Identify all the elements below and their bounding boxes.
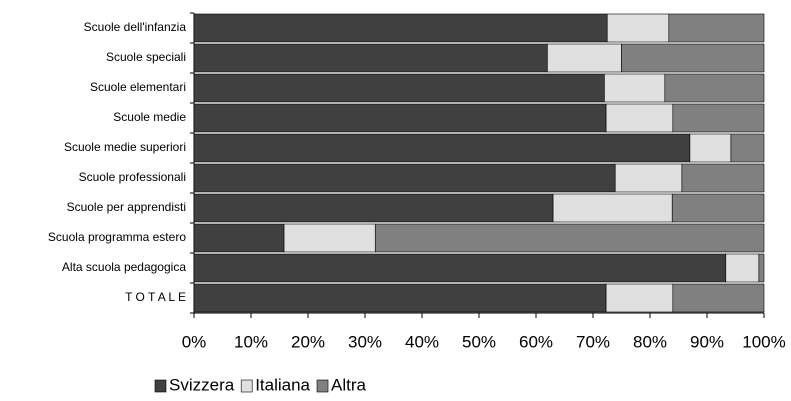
bar-segment	[193, 223, 285, 253]
x-tick-label: 90%	[690, 332, 724, 351]
bar-segment	[193, 73, 605, 103]
legend-swatch	[154, 379, 167, 393]
bar-segment	[374, 223, 765, 253]
x-tick-label: 10%	[234, 332, 268, 351]
y-tick-label: Scuole speciali	[106, 50, 186, 64]
bar-segment	[725, 253, 760, 283]
legend-label: Svizzera	[169, 375, 235, 394]
x-tick-label: 0%	[182, 332, 207, 351]
x-tick-label: 100%	[742, 332, 785, 351]
y-tick-label: Scuola programma estero	[48, 230, 186, 244]
y-tick-label: Scuole per apprendisti	[67, 200, 186, 214]
bar-segment	[614, 163, 683, 193]
bar-segment	[689, 133, 732, 163]
bar-segment	[606, 13, 670, 43]
bar-segment	[605, 103, 674, 133]
x-tick-label: 40%	[405, 332, 439, 351]
bar-segment	[621, 43, 765, 73]
bar-segment	[664, 73, 765, 103]
y-tick-label: Scuole medie	[113, 110, 186, 124]
bar-segment	[758, 253, 765, 283]
bar-segment	[552, 193, 673, 223]
bar-segment	[193, 283, 607, 313]
x-tick-label: 80%	[633, 332, 667, 351]
legend-label: Altra	[331, 375, 367, 394]
bar-segment	[193, 43, 548, 73]
bar-segment	[730, 133, 765, 163]
x-tick-label: 60%	[519, 332, 553, 351]
bar-segment	[193, 103, 607, 133]
bar-segment	[681, 163, 765, 193]
x-tick-label: 50%	[462, 332, 496, 351]
legend-label: Italiana	[255, 375, 310, 394]
bar-segment	[604, 73, 666, 103]
bar-segment	[193, 253, 727, 283]
y-tick-label: Scuole medie superiori	[64, 140, 186, 154]
bar-segment	[605, 283, 674, 313]
bar-segment	[547, 43, 622, 73]
bar-segment	[672, 103, 765, 133]
bar-segment	[193, 13, 608, 43]
y-tick-label: Scuole elementari	[90, 80, 186, 94]
bar-segment	[672, 283, 765, 313]
bar-segment	[193, 163, 616, 193]
bar-segment	[283, 223, 376, 253]
y-tick-label: T O T A L E	[125, 290, 186, 304]
x-tick-label: 20%	[291, 332, 325, 351]
bar-segment	[671, 193, 765, 223]
x-tick-label: 70%	[576, 332, 610, 351]
bar-segment	[668, 13, 765, 43]
bar-segment	[193, 193, 554, 223]
x-tick-label: 30%	[348, 332, 382, 351]
legend-swatch	[316, 379, 329, 393]
y-tick-label: Scuole dell'infanzia	[84, 20, 187, 34]
y-tick-label: Scuole professionali	[79, 170, 186, 184]
bar-segment	[193, 133, 691, 163]
y-tick-label: Alta scuola pedagogica	[62, 260, 186, 274]
legend-swatch	[240, 379, 253, 393]
